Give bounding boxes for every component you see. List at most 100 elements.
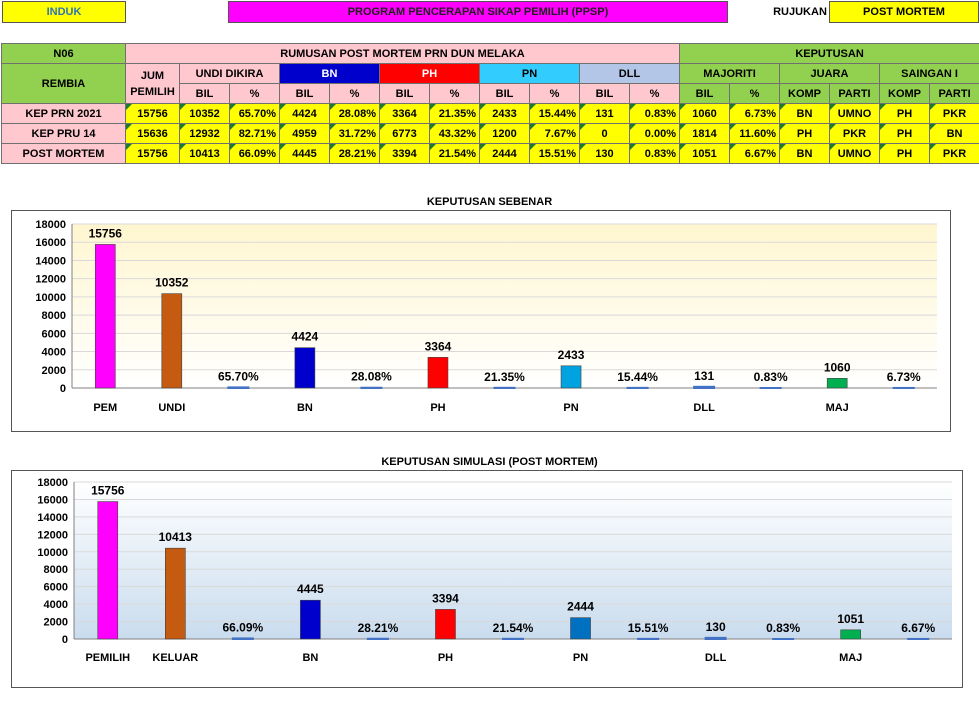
y-tick-label: 12000 [35, 274, 66, 286]
data-label: 15756 [89, 226, 123, 240]
x-category-label: PH [438, 652, 453, 664]
cell-ph-pct: 21.35% [429, 103, 480, 124]
y-tick-label: 4000 [42, 347, 66, 359]
chart-keputusan-sebenar: 0 2000 4000 6000 8000 10000 12000 14000 16000 180… [11, 210, 951, 432]
data-label: 1051 [837, 612, 864, 626]
sub-parti: PARTI [928, 83, 979, 104]
seat-code: N06 [1, 43, 126, 64]
cell-bn-bil: 4445 [279, 143, 330, 164]
cell-saingan-parti: BN [928, 123, 979, 144]
data-label: 4424 [292, 330, 319, 344]
cell-jum: 15756 [125, 143, 180, 164]
sub-pct: % [729, 83, 780, 104]
data-label: 0.83% [754, 370, 788, 384]
bar [704, 636, 727, 640]
y-tick-label: 18000 [35, 219, 66, 231]
cell-maj-pct: 6.67% [729, 143, 780, 164]
bar [560, 365, 582, 389]
sub-pct: % [429, 83, 480, 104]
seat-name: REMBIA [1, 63, 126, 104]
data-label: 15756 [91, 484, 125, 498]
cell-pn-bil: 2444 [479, 143, 530, 164]
cell-maj-bil: 1060 [679, 103, 730, 124]
cell-undi-bil: 10413 [179, 143, 230, 164]
cell-ph-bil: 3394 [379, 143, 430, 164]
bar [227, 386, 250, 389]
cell-ph-pct: 43.32% [429, 123, 480, 144]
cell-maj-bil: 1051 [679, 143, 730, 164]
cell-dll-bil: 0 [579, 123, 630, 144]
chart1-title: KEPUTUSAN SEBENAR [426, 196, 553, 208]
row-label: KEP PRU 14 [1, 123, 126, 144]
sub-pct: % [329, 83, 380, 104]
cell-juara-komp: PH [779, 123, 830, 144]
cell-bn-bil: 4959 [279, 123, 330, 144]
induk-button[interactable]: INDUK [2, 1, 126, 23]
cell-dll-pct: 0.00% [629, 123, 680, 144]
bar [231, 637, 254, 641]
cell-saingan-parti: PKR [928, 103, 979, 124]
cell-ph-bil: 3364 [379, 103, 430, 124]
cell-ph-bil: 6773 [379, 123, 430, 144]
cell-pn-bil: 1200 [479, 123, 530, 144]
y-tick-label: 16000 [37, 494, 68, 506]
sub-bil: BIL [479, 83, 530, 104]
sub-parti: PARTI [829, 83, 880, 104]
cell-saingan-komp: PH [879, 123, 930, 144]
plot-area [72, 224, 937, 388]
y-tick-label: 14000 [37, 512, 68, 524]
x-category-label: BN [302, 652, 318, 664]
cell-dll-bil: 130 [579, 143, 630, 164]
y-tick-label: 18000 [37, 477, 68, 489]
bar [94, 244, 116, 389]
sub-pct: % [529, 83, 580, 104]
bar [294, 347, 316, 389]
data-label: 0.83% [766, 621, 800, 635]
plot-area [74, 482, 952, 639]
table-row: KEP PRN 2021 15756 10352 65.70% 4424 28.08% 33… [1, 103, 979, 124]
x-category-label: PN [573, 652, 588, 664]
data-label: 6.73% [887, 370, 921, 384]
cell-juara-komp: BN [779, 143, 830, 164]
data-label: 15.51% [628, 621, 669, 635]
sub-komp: KOMP [779, 83, 830, 104]
sub-bil: BIL [279, 83, 330, 104]
y-tick-label: 2000 [44, 617, 68, 629]
data-label: 2444 [567, 600, 594, 614]
y-tick-label: 10000 [35, 292, 66, 304]
sub-bil: BIL [679, 83, 730, 104]
cell-pn-bil: 2433 [479, 103, 530, 124]
y-tick-label: 4000 [44, 599, 68, 611]
chart-keputusan-simulasi: 0 2000 4000 6000 8000 10000 12000 14000 16000 180… [11, 470, 963, 688]
data-label: 28.21% [358, 621, 399, 635]
data-label: 131 [694, 369, 714, 383]
col-undi-dikira: UNDI DIKIRA [179, 63, 280, 84]
y-tick-label: 14000 [35, 255, 66, 267]
y-tick-label: 0 [62, 634, 68, 646]
x-category-label: DLL [693, 402, 715, 414]
y-tick-label: 10000 [37, 547, 68, 559]
x-category-label: MAJ [826, 402, 849, 414]
x-category-label: KELUAR [152, 652, 198, 664]
col-saingan: SAINGAN I [878, 63, 979, 84]
cell-undi-pct: 82.71% [229, 123, 280, 144]
rujukan-post-mortem-button[interactable]: POST MORTEM [829, 1, 979, 23]
data-label: 65.70% [218, 369, 259, 383]
row-label: KEP PRN 2021 [1, 103, 126, 124]
sub-bil: BIL [579, 83, 630, 104]
x-category-label: MAJ [839, 652, 862, 664]
y-tick-label: 2000 [42, 365, 66, 377]
col-jum-pemilih: JUM PEMILIH [125, 63, 180, 104]
data-label: 4445 [297, 582, 324, 596]
data-label: 21.54% [493, 621, 534, 635]
bar [840, 629, 861, 640]
chart2-svg: 0 2000 4000 6000 8000 10000 12000 14000 16000 180… [37, 477, 952, 664]
cell-pn-pct: 15.51% [529, 143, 580, 164]
cell-undi-bil: 10352 [179, 103, 230, 124]
cell-dll-pct: 0.83% [629, 103, 680, 124]
bar [427, 357, 449, 389]
col-pn: PN [479, 63, 580, 84]
sub-komp: KOMP [879, 83, 930, 104]
data-label: 21.35% [484, 370, 525, 384]
data-label: 3364 [425, 339, 452, 353]
